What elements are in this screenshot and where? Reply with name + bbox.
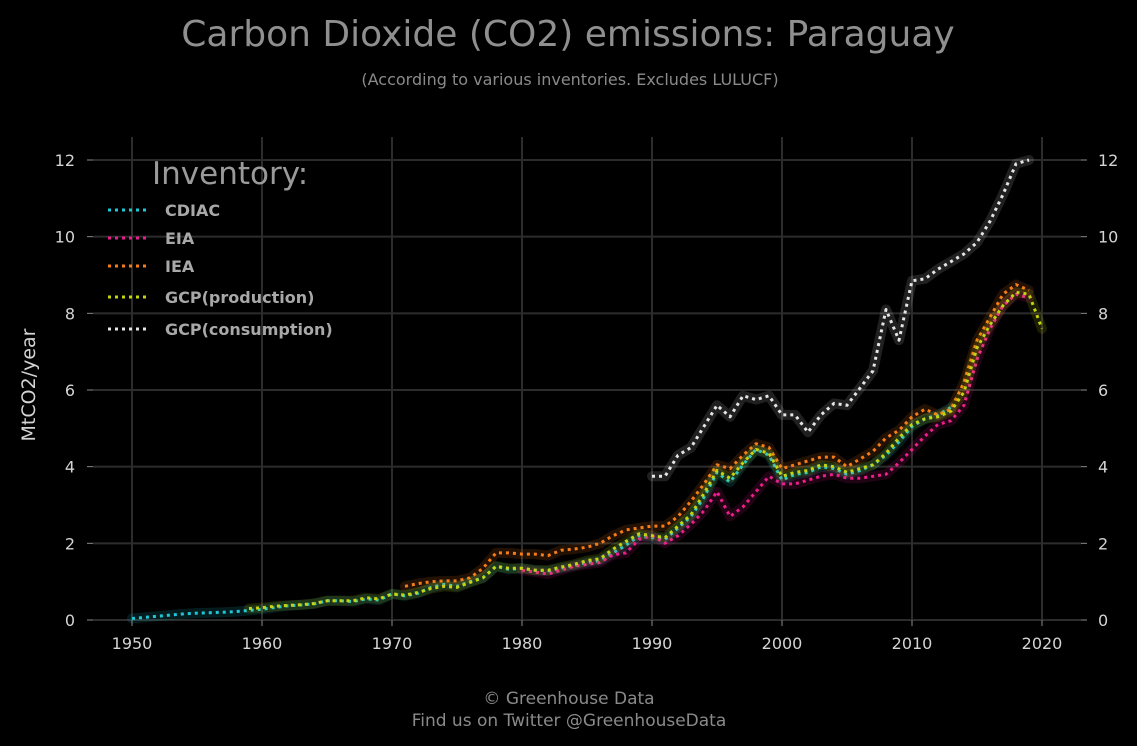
chart-subtitle: (According to various inventories. Exclu…: [361, 70, 778, 89]
y-tick-label: 2: [65, 534, 75, 553]
y-tick-label-right: 4: [1098, 458, 1108, 477]
series-glow-cdiac: [127, 402, 956, 624]
y-tick-label: 12: [55, 151, 75, 170]
footer-twitter: Find us on Twitter @GreenhouseData: [412, 711, 727, 731]
series-lines: [127, 155, 1047, 624]
series-glow-eia: [517, 289, 1034, 579]
legend-title: Inventory:: [152, 156, 308, 192]
series-glow-gcp-consumption: [647, 155, 1034, 482]
chart-title: Carbon Dioxide (CO2) emissions: Paraguay: [181, 14, 954, 55]
y-tick-label-right: 0: [1098, 611, 1108, 630]
footer-copyright: © Greenhouse Data: [483, 689, 654, 709]
series-line-gcp-production: [248, 290, 1044, 610]
x-tick-label: 1980: [502, 634, 543, 653]
x-tick-label: 1970: [372, 634, 413, 653]
x-tick-label: 2020: [1022, 634, 1063, 653]
legend-label-gcp-production: GCP(production): [165, 288, 314, 307]
legend-label-iea: IEA: [165, 257, 195, 276]
y-axis-label: MtCO2/year: [18, 328, 40, 441]
series-line-gcp-consumption: [652, 158, 1030, 478]
y-axis-right: 0 2 4 6 8 10 12: [1081, 151, 1118, 630]
series-line-iea: [404, 283, 1030, 588]
y-tick-label: 4: [65, 458, 75, 477]
series-glow-iea: [400, 279, 1034, 592]
x-tick-label: 2000: [762, 634, 803, 653]
x-tick-label: 2010: [892, 634, 933, 653]
series-glow-gcp-production: [244, 287, 1047, 614]
y-tick-label: 6: [65, 381, 75, 400]
series-line-cdiac: [131, 406, 952, 620]
y-tick-label-right: 10: [1098, 228, 1118, 247]
legend-label-cdiac: CDIAC: [165, 201, 220, 220]
series-line-eia: [521, 292, 1030, 576]
grid: [93, 137, 1081, 621]
legend-label-gcp-consumption: GCP(consumption): [165, 320, 333, 339]
legend: Inventory: CDIAC EIA IEA GCP(production) GCP…: [108, 156, 333, 339]
x-tick-label: 1960: [242, 634, 283, 653]
x-tick-label: 1950: [112, 634, 153, 653]
y-tick-label-right: 12: [1098, 151, 1118, 170]
y-tick-label: 8: [65, 304, 75, 323]
y-tick-label-right: 2: [1098, 534, 1108, 553]
x-axis: 1950 1960 1970 1980 1990 2000 2010 2020: [112, 620, 1063, 653]
y-tick-label-right: 8: [1098, 304, 1108, 323]
y-axis-left: 0 2 4 6 8 10 12: [55, 151, 93, 630]
y-tick-label: 0: [65, 611, 75, 630]
y-tick-label: 10: [55, 228, 75, 247]
legend-label-eia: EIA: [165, 229, 195, 248]
y-tick-label-right: 6: [1098, 381, 1108, 400]
x-tick-label: 1990: [632, 634, 673, 653]
